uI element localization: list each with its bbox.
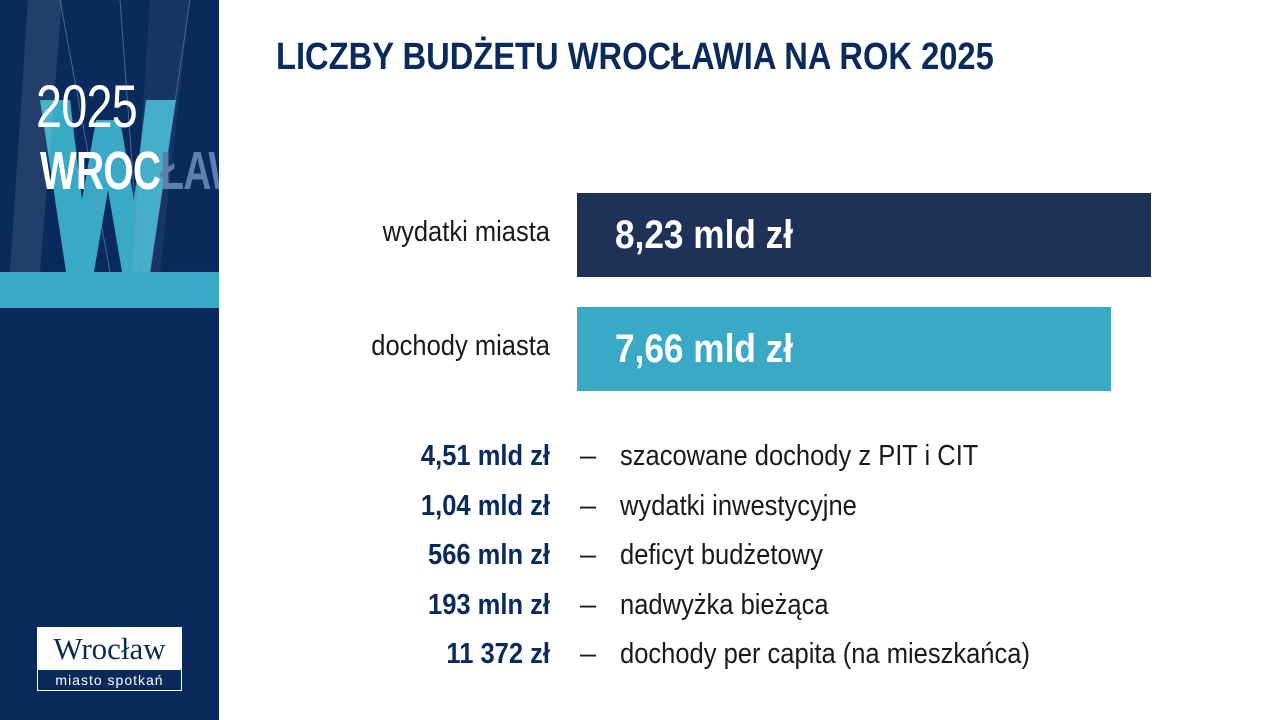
bar-revenues: 7,66 mld zł	[577, 307, 1111, 391]
side-city-part1: WROC	[40, 141, 161, 201]
bar-category-label: wydatki miasta	[382, 216, 550, 248]
fact-value: 566 mln zł	[428, 539, 550, 571]
bar-category-label: dochody miasta	[371, 330, 550, 362]
w-logo-mark	[40, 100, 176, 272]
side-city: WROCŁAW	[40, 140, 219, 202]
fact-row: 1,04 mld zł – wydatki inwestycyjne	[0, 490, 1280, 530]
light-streak	[132, 0, 190, 272]
fact-description: szacowane dochody z PIT i CIT	[620, 440, 979, 472]
fact-value: 4,51 mld zł	[420, 440, 550, 472]
wroclaw-logo: Wrocław miasto spotkań	[37, 627, 182, 691]
light-line	[59, 0, 111, 273]
light-line	[149, 0, 191, 273]
fact-description: nadwyżka bieżąca	[620, 588, 829, 621]
fact-dash: –	[580, 588, 597, 621]
fact-value: 11 372 zł	[446, 638, 550, 670]
side-panel: 2025 WROCŁAW Wrocław miasto spotkań	[0, 0, 219, 720]
page-title: LICZBY BUDŻETU WROCŁAWIA NA ROK 2025	[276, 36, 994, 78]
side-decoration	[0, 0, 219, 308]
fact-description: dochody per capita (na mieszkańca)	[620, 638, 1030, 670]
logo-tagline: miasto spotkań	[55, 672, 164, 688]
fact-value: 1,04 mld zł	[420, 489, 550, 522]
fact-dash: –	[580, 489, 597, 522]
fact-value: 193 mln zł	[428, 588, 550, 621]
fact-dash: –	[580, 539, 597, 571]
bar-expenses: 8,23 mld zł	[577, 193, 1151, 277]
accent-band	[0, 272, 219, 308]
light-line	[119, 0, 141, 273]
fact-dash: –	[580, 440, 597, 472]
fact-description: deficyt budżetowy	[620, 539, 823, 571]
bar-value-label: 8,23 mld zł	[615, 213, 794, 257]
fact-row: 193 mln zł – nadwyżka bieżąca	[0, 589, 1280, 629]
side-year: 2025	[36, 73, 138, 140]
fact-dash: –	[580, 638, 597, 670]
fact-row: 11 372 zł – dochody per capita (na mieszka…	[0, 638, 1280, 678]
logo-name: Wrocław	[38, 628, 181, 670]
fact-description: wydatki inwestycyjne	[620, 489, 857, 522]
light-streak	[10, 0, 62, 272]
side-city-part2: ŁAW	[160, 141, 219, 201]
bar-value-label: 7,66 mld zł	[615, 327, 794, 371]
fact-row: 4,51 mld zł – szacowane dochody z PIT i CI…	[0, 440, 1280, 480]
fact-row: 566 mln zł – deficyt budżetowy	[0, 539, 1280, 579]
